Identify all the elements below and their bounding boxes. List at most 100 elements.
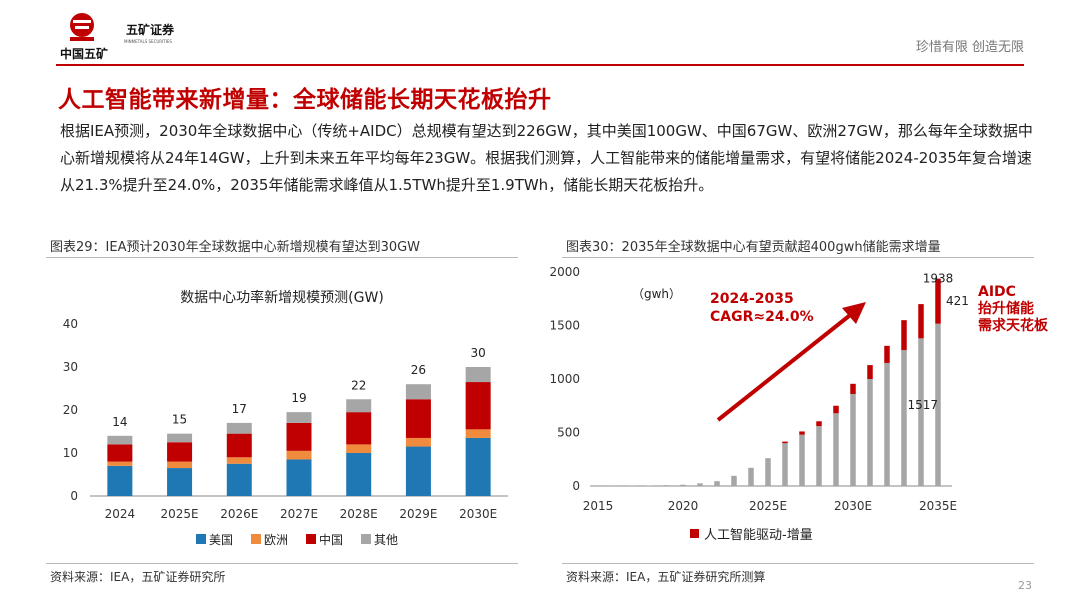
y-tick-label: 40 bbox=[63, 317, 78, 331]
aidc-callout-line: 抬升储能 bbox=[978, 300, 1034, 317]
bar-segment bbox=[107, 435, 133, 445]
left-figure-source: 资料来源：IEA，五矿证券研究所 bbox=[50, 570, 226, 584]
x-tick-label: 2026E bbox=[220, 507, 258, 521]
right-figure-bottom-rule bbox=[562, 563, 1034, 564]
bar-total-label: 30 bbox=[471, 346, 486, 360]
unit-label: （gwh） bbox=[632, 287, 681, 301]
slogan: 珍惜有限 创造无限 bbox=[915, 40, 1024, 55]
legend-label: 美国 bbox=[209, 533, 233, 547]
page-number: 23 bbox=[1018, 579, 1032, 592]
ai-increment-bar bbox=[918, 304, 924, 339]
base-demand-bar bbox=[935, 323, 941, 486]
y-tick-label: 500 bbox=[557, 426, 580, 440]
bar-total-label: 15 bbox=[172, 413, 187, 427]
legend-swatch bbox=[306, 534, 316, 544]
left-figure-bottom-rule bbox=[46, 563, 518, 564]
bar-segment bbox=[346, 412, 372, 445]
right-chart: 0 500 1000 1500 2000 （gwh） 2015 2020 2025E 2030E 2… bbox=[549, 265, 1049, 543]
header-divider bbox=[56, 64, 1024, 66]
left-figure-caption: 图表29：IEA预计2030年全球数据中心新增规模有望达到30GW bbox=[50, 240, 421, 255]
base-annotation: 1517 bbox=[907, 398, 938, 412]
y-tick-label: 2000 bbox=[549, 265, 580, 279]
x-tick-label: 2030E bbox=[459, 507, 497, 521]
base-demand-bar bbox=[663, 485, 669, 486]
x-tick-label: 2025E bbox=[161, 507, 199, 521]
bar-segment bbox=[286, 422, 312, 451]
bar-segment bbox=[465, 367, 491, 383]
ai-increment-bar bbox=[782, 441, 788, 444]
aidc-callout-line: AIDC bbox=[978, 284, 1016, 300]
right-figure-source: 资料来源：IEA，五矿证券研究所测算 bbox=[566, 570, 766, 584]
y-tick-label: 0 bbox=[572, 479, 580, 493]
ai-increment-bar bbox=[901, 320, 907, 351]
y-tick-label: 1500 bbox=[549, 319, 580, 333]
page-title: 人工智能带来新增量：全球储能长期天花板抬升 bbox=[58, 87, 552, 113]
bar-segment bbox=[226, 433, 252, 458]
bar-segment bbox=[226, 422, 252, 434]
legend-swatch bbox=[690, 529, 699, 538]
bar-segment bbox=[107, 461, 133, 466]
base-demand-bar bbox=[765, 458, 771, 486]
total-annotation: 1938 bbox=[923, 272, 954, 286]
bar-segment bbox=[405, 437, 431, 447]
base-demand-bar bbox=[799, 434, 805, 486]
bar-segment bbox=[167, 442, 193, 462]
bar-segment bbox=[286, 412, 312, 423]
legend-swatch bbox=[361, 534, 371, 544]
base-demand-bar bbox=[901, 350, 907, 486]
bar-segment bbox=[346, 453, 372, 496]
bar-total-label: 22 bbox=[351, 378, 366, 392]
ai-increment-bar bbox=[884, 345, 890, 363]
cagr-callout-line2: CAGR≈24.0% bbox=[710, 309, 814, 325]
bar-segment bbox=[465, 437, 491, 496]
bar-segment bbox=[465, 382, 491, 430]
x-tick-label: 2035E bbox=[919, 499, 957, 513]
increment-annotation: 421 bbox=[946, 294, 969, 308]
base-demand-bar bbox=[918, 338, 924, 486]
base-demand-bar bbox=[731, 475, 737, 486]
ai-increment-bar bbox=[867, 365, 873, 379]
y-tick-label: 30 bbox=[63, 360, 78, 374]
bar-segment bbox=[346, 399, 372, 413]
x-tick-label: 2020 bbox=[668, 499, 699, 513]
aidc-callout-line: 需求天花板 bbox=[978, 317, 1049, 334]
logo-company-en: MINMETALS SECURITIES bbox=[124, 39, 172, 44]
base-demand-bar bbox=[782, 443, 788, 486]
company-logo: 中国五矿 五矿证券 MINMETALS SECURITIES bbox=[60, 10, 180, 62]
ai-increment-bar bbox=[833, 405, 839, 414]
bar-total-label: 26 bbox=[411, 363, 426, 377]
bar-segment bbox=[405, 446, 431, 496]
y-tick-label: 0 bbox=[70, 489, 78, 503]
legend-label: 中国 bbox=[319, 532, 343, 547]
summary-paragraph: 根据IEA预测，2030年全球数据中心（传统+AIDC）总规模有望达到226GW… bbox=[60, 122, 1033, 194]
trend-arrow-line bbox=[716, 310, 856, 422]
bar-segment bbox=[226, 463, 252, 496]
x-tick-label: 2015 bbox=[583, 499, 614, 513]
base-demand-bar bbox=[833, 413, 839, 486]
ai-increment-bar bbox=[799, 431, 805, 435]
base-demand-bar bbox=[816, 426, 822, 486]
base-demand-bar bbox=[867, 379, 873, 486]
logo-company: 五矿证券 bbox=[126, 22, 175, 37]
right-figure-top-rule bbox=[562, 257, 1034, 258]
legend-label: 其他 bbox=[374, 533, 398, 547]
x-tick-label: 2029E bbox=[399, 507, 437, 521]
bar-total-label: 14 bbox=[112, 415, 127, 429]
x-tick-label: 2027E bbox=[280, 507, 318, 521]
left-chart-title: 数据中心功率新增规模预测(GW) bbox=[180, 289, 384, 306]
base-demand-bar bbox=[850, 393, 856, 486]
trend-arrow-head bbox=[842, 302, 866, 324]
base-demand-bar bbox=[748, 467, 754, 486]
bar-segment bbox=[107, 444, 133, 462]
legend-swatch bbox=[196, 534, 206, 544]
y-tick-label: 20 bbox=[63, 403, 78, 417]
legend-label: 人工智能驱动-增量 bbox=[704, 528, 813, 543]
bar-segment bbox=[167, 433, 193, 443]
right-figure-caption: 图表30：2035年全球数据中心有望贡献超400gwh储能需求增量 bbox=[566, 240, 941, 255]
bar-segment bbox=[405, 399, 431, 438]
bar-segment bbox=[465, 429, 491, 438]
bar-segment bbox=[405, 384, 431, 400]
bar-total-label: 19 bbox=[291, 391, 306, 405]
bar-segment bbox=[286, 450, 312, 460]
bar-segment bbox=[286, 459, 312, 496]
